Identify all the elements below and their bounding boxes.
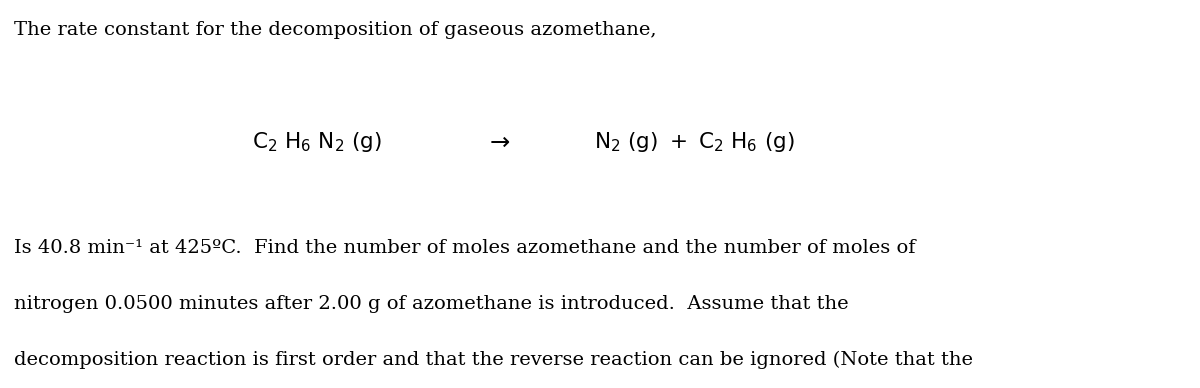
Text: $\mathregular{N_2\ (g)\ +\ C_2\ H_6\ (g)}$: $\mathregular{N_2\ (g)\ +\ C_2\ H_6\ (g)… bbox=[594, 130, 794, 154]
Text: nitrogen 0.0500 minutes after 2.00 g of azomethane is introduced.  Assume that t: nitrogen 0.0500 minutes after 2.00 g of … bbox=[14, 295, 850, 313]
Text: Is 40.8 min⁻¹ at 425ºC.  Find the number of moles azomethane and the number of m: Is 40.8 min⁻¹ at 425ºC. Find the number … bbox=[14, 239, 916, 256]
Text: The rate constant for the decomposition of gaseous azomethane,: The rate constant for the decomposition … bbox=[14, 21, 656, 39]
Text: $\mathregular{C_2\ H_6\ N_2\ (g)}$: $\mathregular{C_2\ H_6\ N_2\ (g)}$ bbox=[252, 130, 382, 154]
Text: $\rightarrow$: $\rightarrow$ bbox=[485, 130, 511, 154]
Text: decomposition reaction is first order and that the reverse reaction can be ignor: decomposition reaction is first order an… bbox=[14, 351, 973, 369]
